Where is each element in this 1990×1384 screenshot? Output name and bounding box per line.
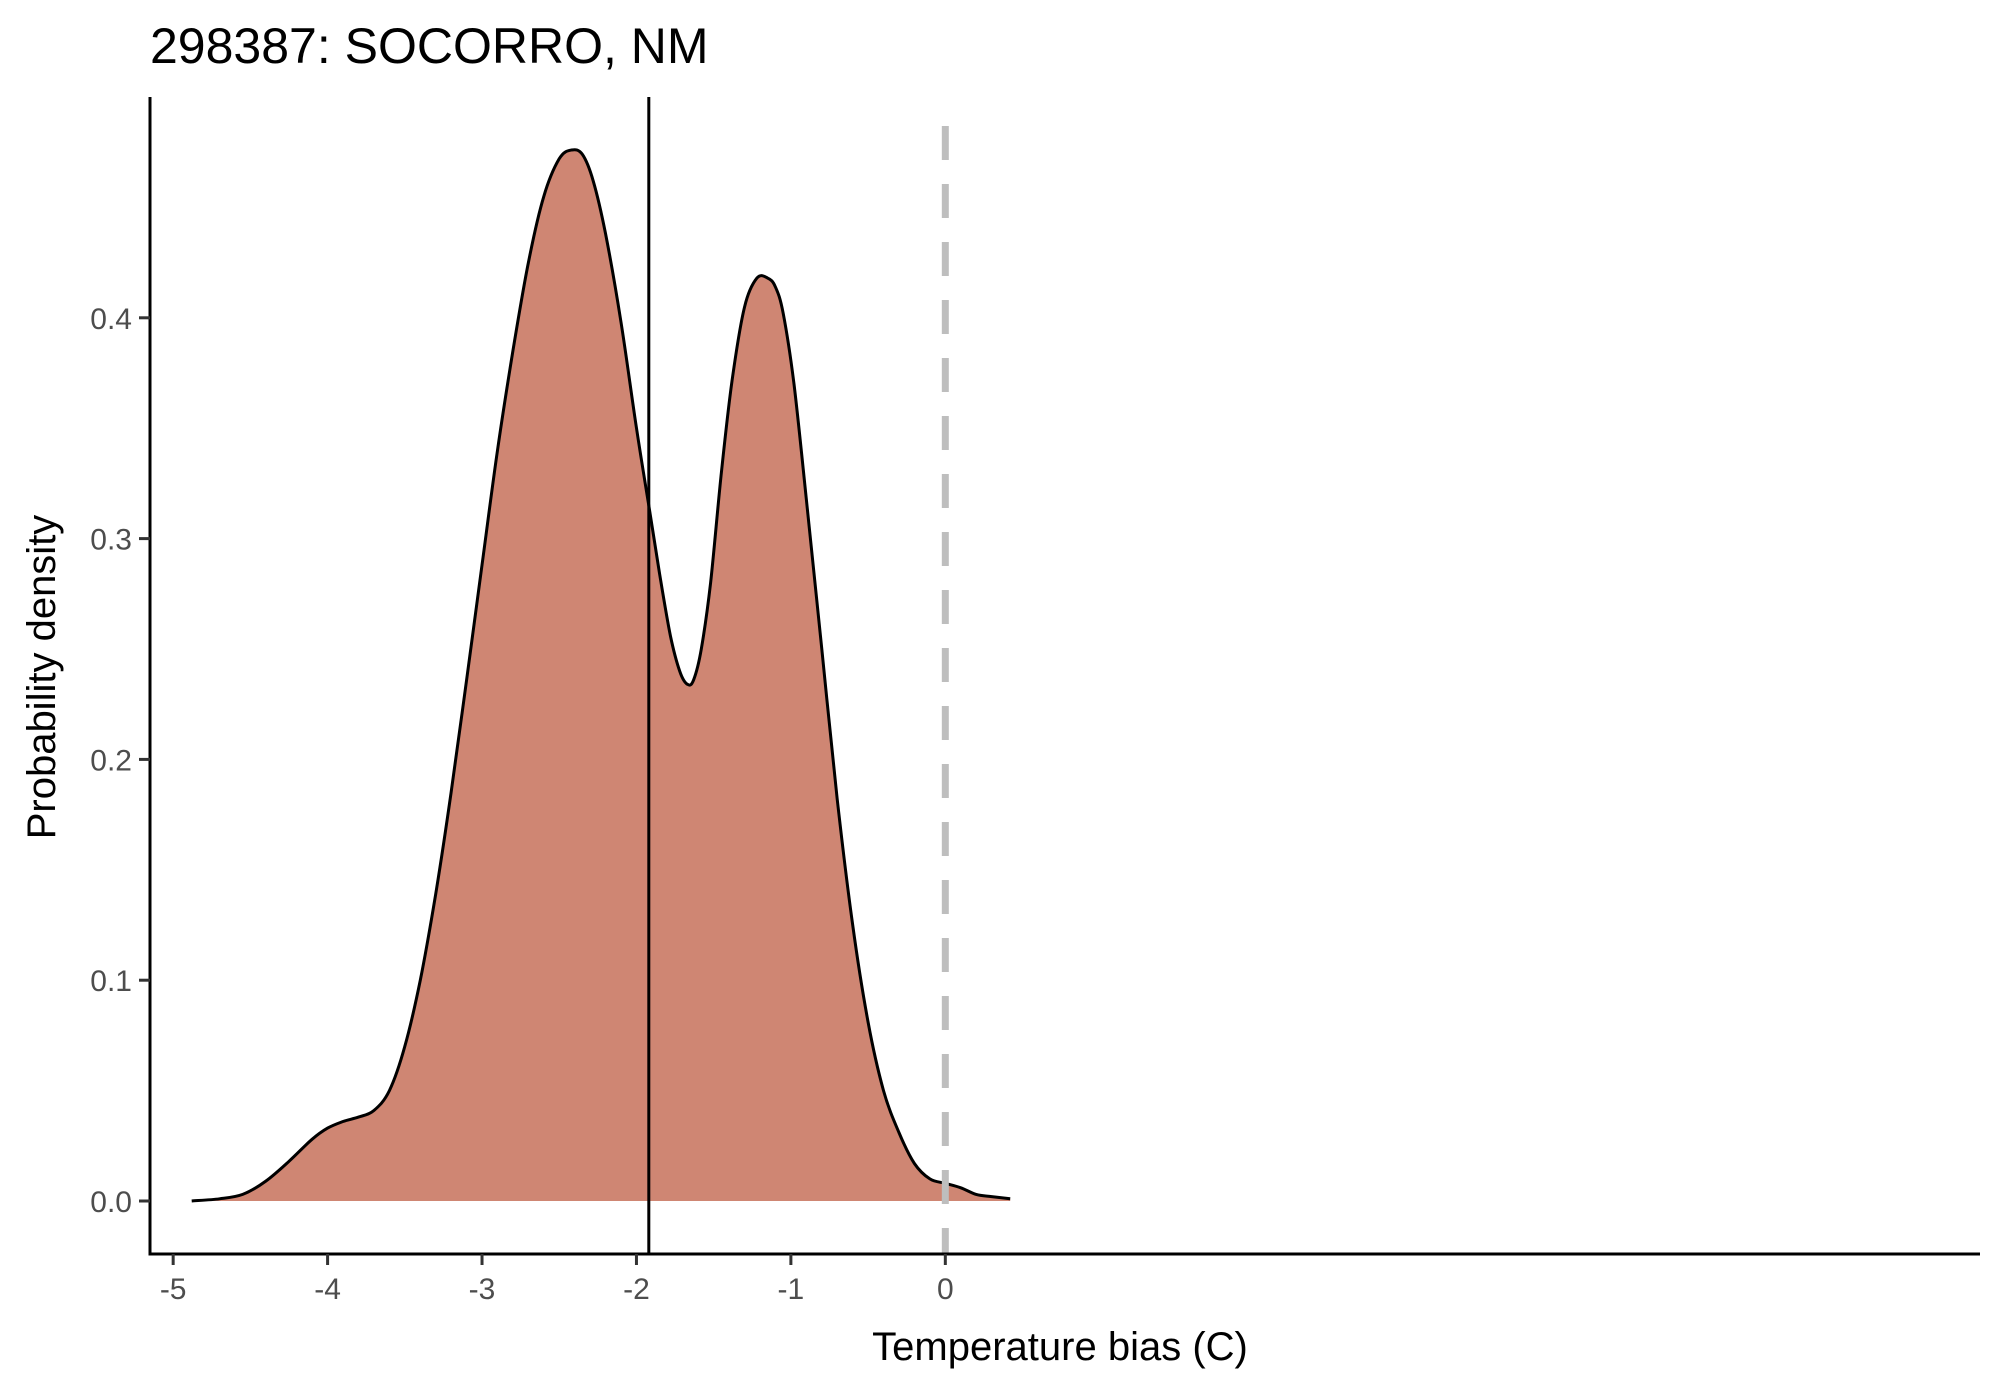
x-tick-label: -3 — [469, 1273, 496, 1306]
x-tick-label: -4 — [314, 1273, 341, 1306]
y-tick-label: 0.0 — [90, 1186, 132, 1219]
x-axis-title: Temperature bias (C) — [872, 1325, 1248, 1369]
y-axis-title: Probability density — [20, 515, 64, 840]
x-tick-label: -5 — [160, 1273, 187, 1306]
y-tick-label: 0.1 — [90, 965, 132, 998]
plot-area: -5 -4 -3 -2 -1 0 0.0 0.1 0.2 0.3 0.4 — [90, 97, 1980, 1306]
x-tick-label: 0 — [937, 1273, 954, 1306]
density-area-0 — [191, 149, 1011, 1201]
x-tick-label: -1 — [778, 1273, 805, 1306]
x-tick-label: -2 — [623, 1273, 650, 1306]
y-tick-label: 0.2 — [90, 744, 132, 777]
chart-title: 298387: SOCORRO, NM — [150, 18, 709, 74]
y-tick-label: 0.4 — [90, 303, 132, 336]
density-curve-0 — [191, 148, 1011, 1203]
y-tick-label: 0.3 — [90, 524, 132, 557]
